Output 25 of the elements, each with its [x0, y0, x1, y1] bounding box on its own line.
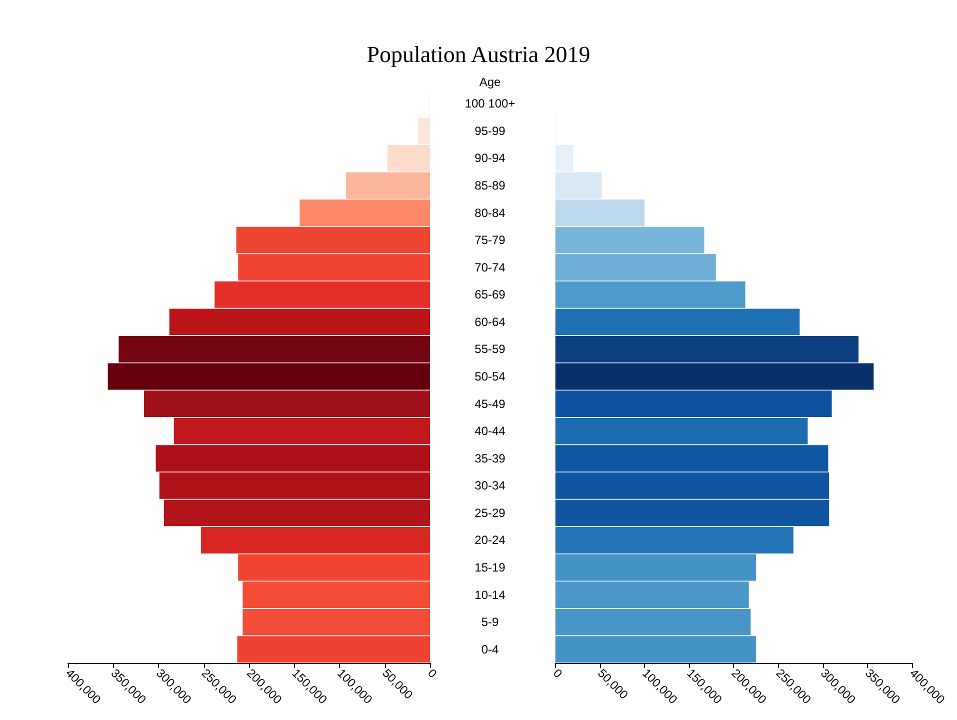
y-tick-label: 10-14 [474, 588, 506, 602]
y-tick-label: 95-99 [474, 124, 506, 138]
y-tick-label: 35-39 [474, 451, 506, 466]
y-tick-label: 15-19 [474, 560, 506, 574]
y-tick-label: 5-9 [481, 615, 499, 630]
text: Population Austria 2019 [366, 42, 592, 68]
y-tick-label: 80-84 [474, 206, 506, 220]
y-tick-label: 65-69 [474, 288, 506, 302]
y-tick-label: 50-54 [474, 370, 506, 384]
x-tick-label: 0 [550, 666, 566, 681]
y-tick-label: 60-64 [474, 314, 506, 329]
y-tick-label: 100 100+ [464, 96, 516, 111]
y-tick-label: 85-89 [474, 178, 506, 192]
y-tick-label: 55-59 [474, 342, 506, 356]
y-tick-label: 20-24 [474, 533, 506, 548]
y-tick-label: 0-4 [481, 642, 499, 656]
x-tick-label: 0 [425, 666, 440, 681]
y-tick-label: 40-44 [474, 424, 506, 438]
y-axis-title: Age [479, 75, 501, 89]
y-tick-label: 25-29 [474, 506, 506, 520]
y-tick-label: 90-94 [474, 151, 506, 166]
y-tick-label: 45-49 [474, 396, 506, 411]
y-tick-label: 70-74 [474, 260, 506, 274]
y-tick-label: 75-79 [474, 233, 506, 248]
y-tick-label: 30-34 [474, 478, 506, 493]
